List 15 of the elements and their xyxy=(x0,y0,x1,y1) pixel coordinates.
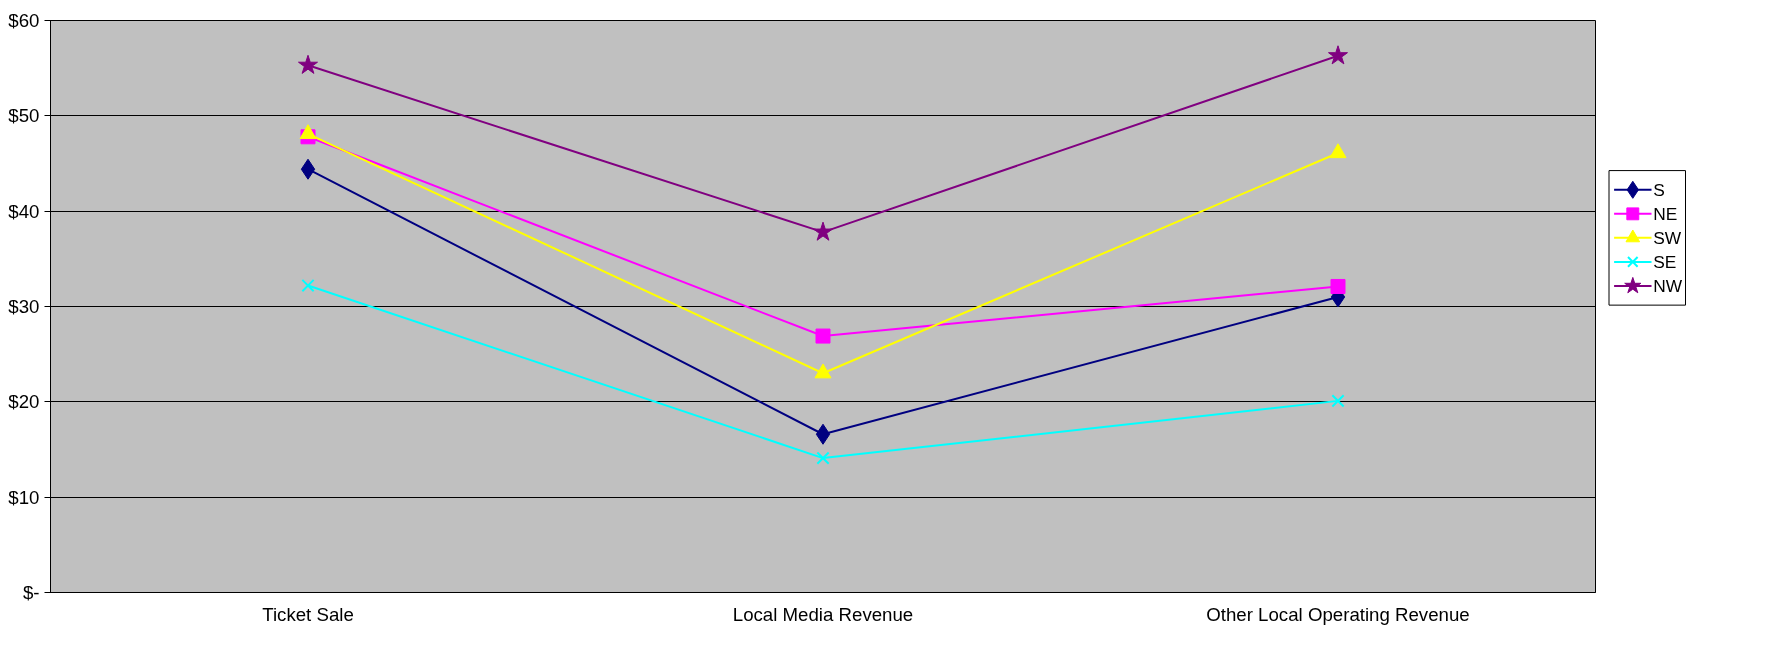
y-tick-label: $20 xyxy=(8,391,40,413)
x-tick-label: Ticket Sale xyxy=(262,603,354,625)
legend-label: S xyxy=(1653,179,1665,200)
legend-label: SW xyxy=(1653,227,1682,248)
legend-label: NE xyxy=(1653,203,1678,224)
y-tick-label: $- xyxy=(22,582,40,603)
y-tick-label: $50 xyxy=(8,105,40,127)
x-tick-label: Other Local Operating Revenue xyxy=(1206,603,1470,625)
legend-label: NW xyxy=(1653,275,1683,296)
y-tick-label: $60 xyxy=(8,10,40,31)
x-tick-label: Local Media Revenue xyxy=(732,603,914,625)
y-tick-label: $10 xyxy=(8,486,40,508)
y-tick-label: $40 xyxy=(8,200,40,222)
legend-label: SE xyxy=(1653,251,1677,272)
y-tick-label: $30 xyxy=(8,296,40,317)
